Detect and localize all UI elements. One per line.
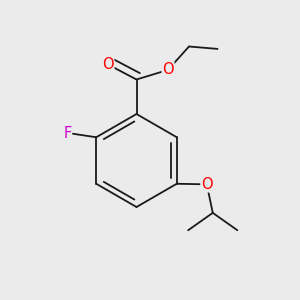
Text: O: O bbox=[162, 62, 174, 77]
Text: F: F bbox=[63, 126, 72, 141]
Text: O: O bbox=[201, 177, 213, 192]
Text: O: O bbox=[102, 57, 114, 72]
